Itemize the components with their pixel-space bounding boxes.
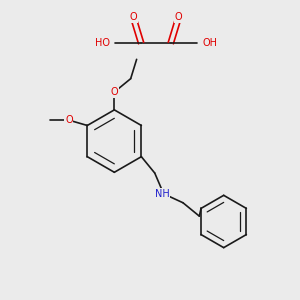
Text: HO: HO: [94, 38, 110, 48]
Text: O: O: [110, 87, 118, 97]
Text: NH: NH: [155, 189, 170, 199]
Text: O: O: [65, 115, 73, 125]
Text: OH: OH: [202, 38, 217, 48]
Text: O: O: [174, 12, 182, 22]
Text: O: O: [130, 12, 137, 22]
